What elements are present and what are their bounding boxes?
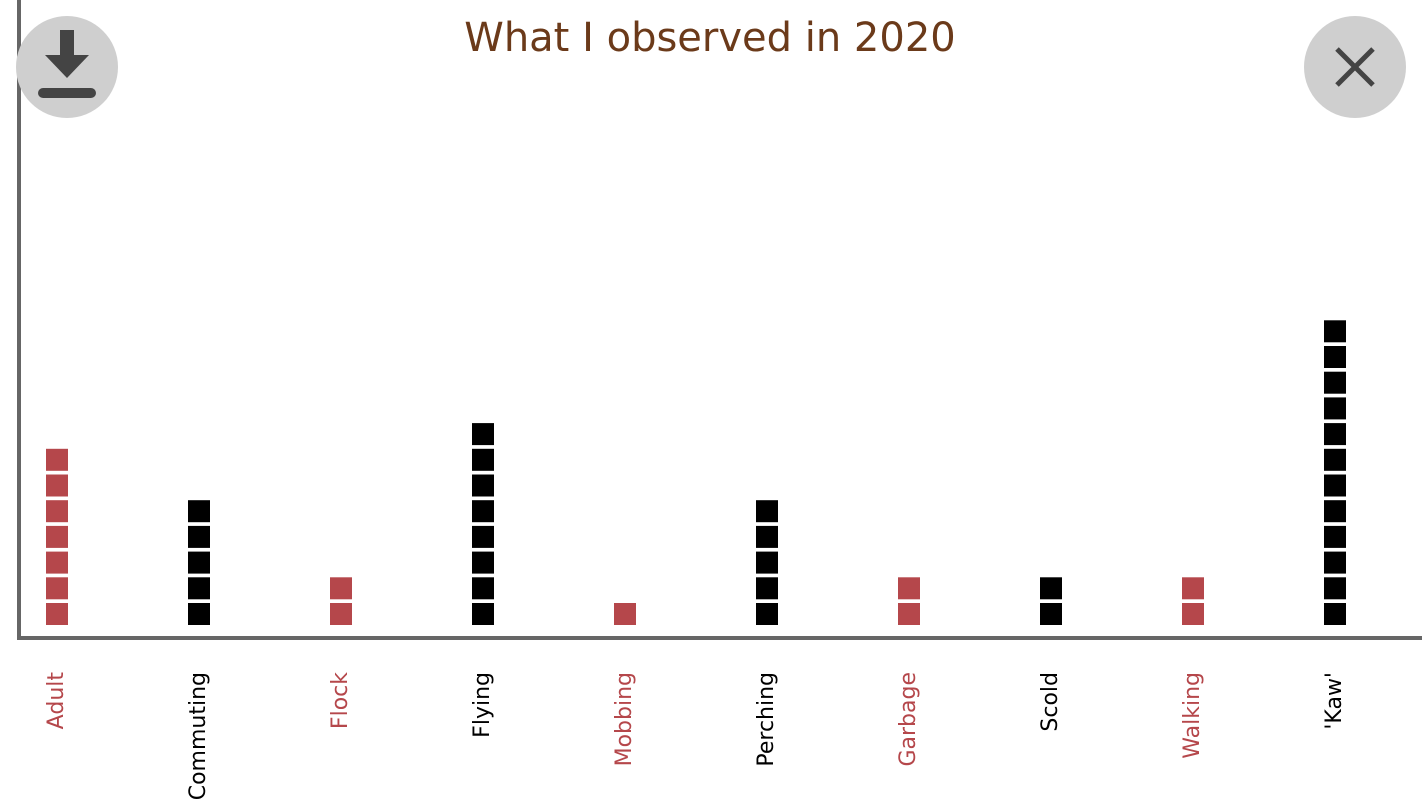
x-tick-label: Flying [470, 672, 495, 738]
x-tick-label: 'Kaw' [1322, 672, 1347, 730]
unit-square [756, 603, 778, 625]
unit-square [188, 577, 210, 600]
unit-square [472, 448, 494, 471]
unit-square [46, 577, 68, 600]
unit-square [472, 474, 494, 497]
unit-bar [330, 577, 352, 625]
unit-square [756, 500, 778, 523]
unit-square [472, 525, 494, 548]
x-tick-label: Garbage [896, 672, 921, 767]
unit-square [1324, 371, 1346, 394]
unit-square [46, 448, 68, 471]
unit-square [188, 603, 210, 625]
unit-square [1040, 603, 1062, 625]
download-tray [38, 88, 96, 98]
unit-square [1324, 525, 1346, 548]
unit-square [46, 525, 68, 548]
unit-square [46, 500, 68, 523]
unit-square [46, 551, 68, 574]
unit-bar [614, 603, 636, 625]
x-tick-label: Mobbing [612, 672, 637, 766]
unit-bar [1040, 577, 1062, 625]
unit-square [1182, 603, 1204, 625]
x-tick-label: Walking [1180, 672, 1205, 759]
unit-square [472, 500, 494, 523]
unit-square [898, 603, 920, 625]
unit-bar [1324, 320, 1346, 625]
close-icon-stroke [1335, 47, 1375, 87]
unit-square [756, 525, 778, 548]
unit-square [1324, 551, 1346, 574]
unit-square [1324, 397, 1346, 420]
unit-square [1324, 500, 1346, 523]
unit-square [756, 551, 778, 574]
unit-square [46, 603, 68, 625]
unit-bar [756, 500, 778, 625]
unit-square [472, 577, 494, 600]
unit-square [472, 603, 494, 625]
unit-square [1324, 577, 1346, 600]
unit-bar [188, 500, 210, 625]
x-tick-label: Commuting [186, 672, 211, 800]
unit-square [330, 603, 352, 625]
unit-square [188, 525, 210, 548]
unit-square [1324, 603, 1346, 625]
unit-square [756, 577, 778, 600]
x-tick-label: Scold [1038, 672, 1063, 732]
unit-square [46, 474, 68, 497]
unit-square [472, 551, 494, 574]
unit-bar [46, 448, 68, 625]
unit-square [188, 500, 210, 523]
x-tick-label: Perching [754, 672, 779, 767]
unit-square [1324, 346, 1346, 368]
download-arrow-head [45, 55, 89, 78]
unit-square [614, 603, 636, 625]
unit-square [1324, 448, 1346, 471]
unit-bar [472, 423, 494, 625]
unit-square [330, 577, 352, 600]
unit-square [1324, 320, 1346, 343]
unit-square [1182, 577, 1204, 600]
x-tick-label: Adult [44, 672, 69, 730]
unit-bar [1182, 577, 1204, 625]
unit-square [472, 423, 494, 446]
close-button[interactable] [1304, 16, 1406, 118]
unit-bar [898, 577, 920, 625]
chart-title: What I observed in 2020 [464, 15, 955, 61]
x-tick-label: Flock [328, 672, 353, 729]
download-button[interactable] [16, 16, 118, 118]
unit-square [898, 577, 920, 600]
unit-square [1040, 577, 1062, 600]
download-arrow-shaft [60, 30, 74, 58]
unit-square [1324, 423, 1346, 446]
unit-square [1324, 474, 1346, 497]
unit-square [188, 551, 210, 574]
